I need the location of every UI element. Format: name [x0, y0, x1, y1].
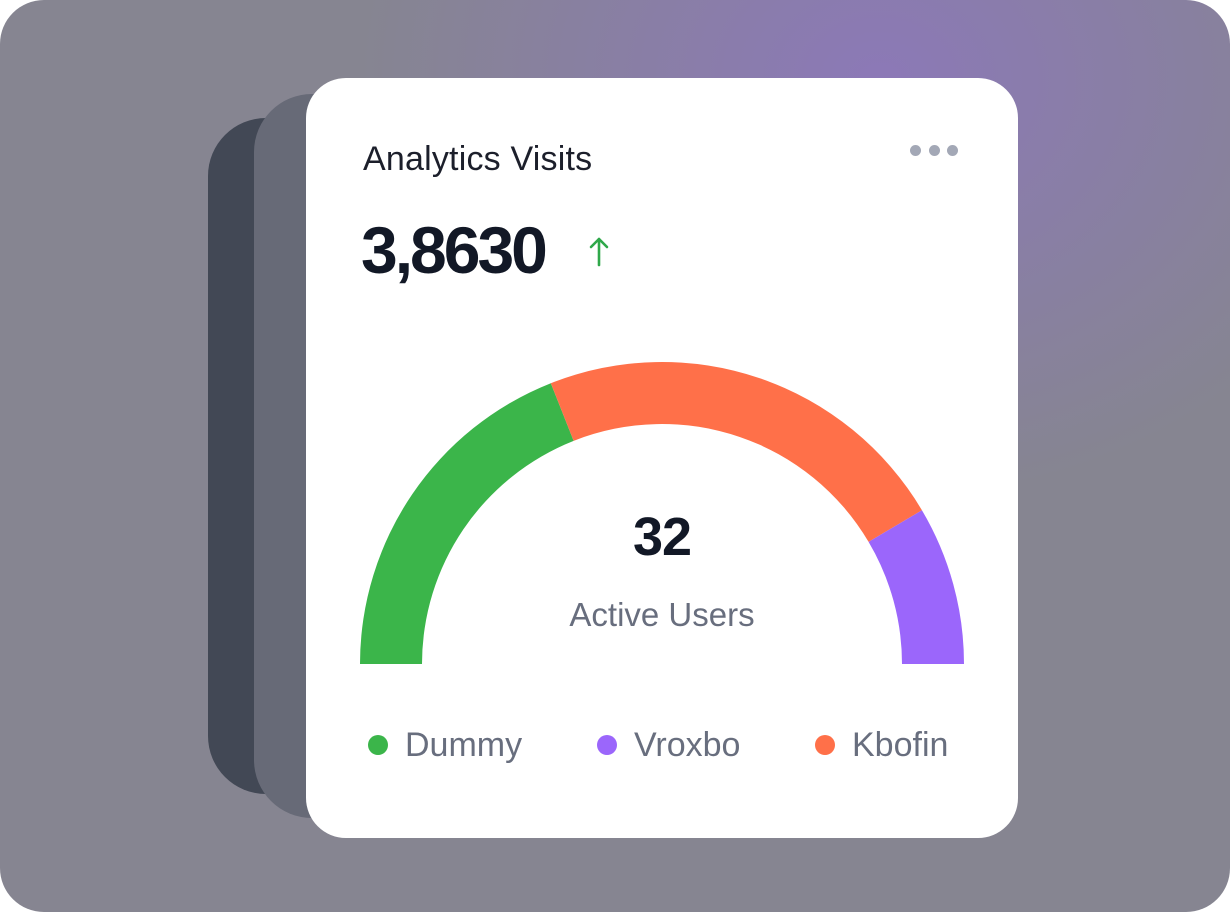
analytics-card: Analytics Visits 3,8630 32 Active Users …	[306, 78, 1018, 838]
legend-dot-kbofin	[815, 735, 835, 755]
legend-dot-vroxbo	[597, 735, 617, 755]
more-dot	[947, 144, 958, 156]
gauge-slice-kbofin	[550, 361, 922, 542]
legend-item-dummy: Dummy	[368, 721, 522, 769]
gauge-slice-vroxbo	[868, 510, 964, 664]
legend-item-vroxbo: Vroxbo	[597, 721, 740, 769]
legend-dot-dummy	[368, 735, 388, 755]
gauge-slice-dummy	[360, 383, 574, 664]
more-dot	[928, 144, 940, 156]
gauge-chart	[360, 361, 964, 664]
legend-item-kbofin: Kbofin	[815, 721, 948, 769]
active-users-label: Active Users	[569, 596, 755, 633]
arrow-up-icon	[589, 237, 609, 267]
legend-label-vroxbo: Vroxbo	[634, 725, 741, 764]
active-users-value: 32	[632, 507, 692, 567]
card-title: Analytics Visits	[363, 140, 593, 178]
more-dot	[910, 144, 921, 156]
legend-label-dummy: Dummy	[405, 725, 523, 764]
more-options-icon[interactable]	[910, 136, 958, 164]
total-visits-value: 3,8630	[361, 213, 548, 287]
legend-label-kbofin: Kbofin	[852, 725, 949, 764]
